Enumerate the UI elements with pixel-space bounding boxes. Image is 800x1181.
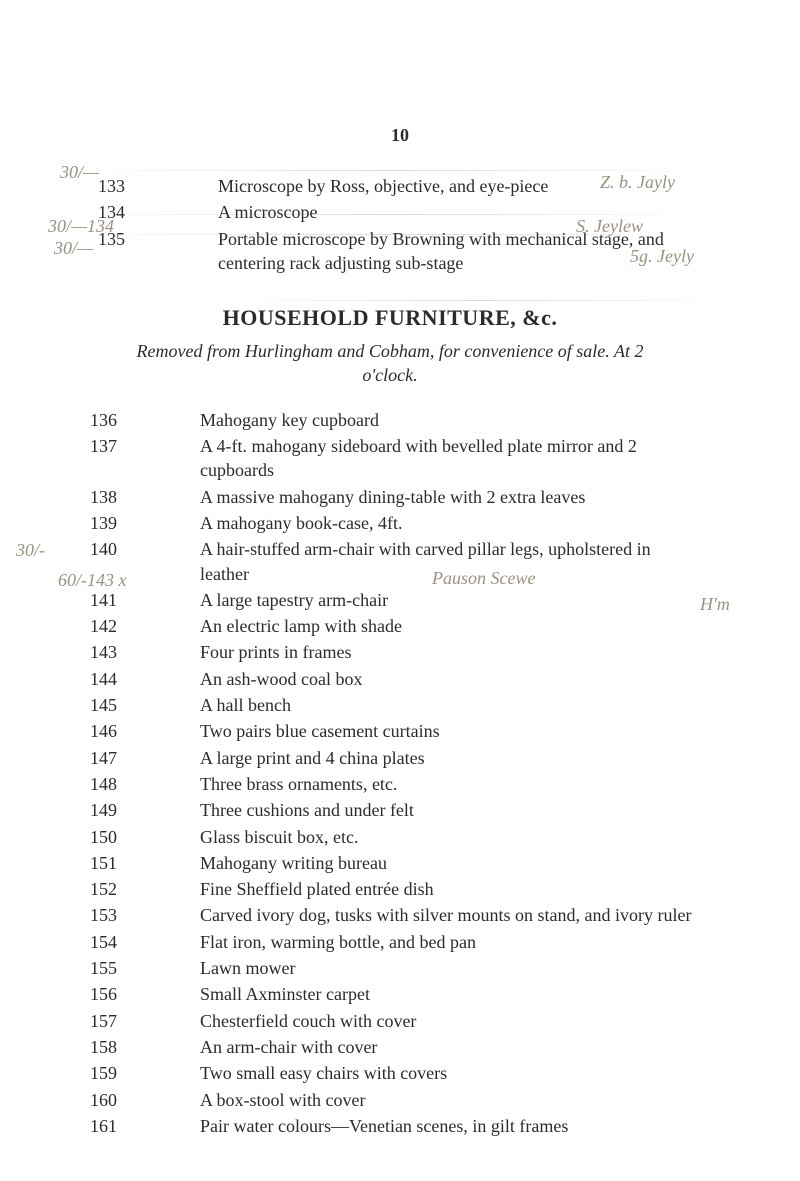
lot-description: Fine Sheffield plated entrée dish: [200, 877, 710, 901]
lot-row: 146Two pairs blue casement curtains: [70, 719, 710, 743]
margin-note: 30/-: [16, 540, 45, 561]
lot-row: 156Small Axminster carpet: [70, 982, 710, 1006]
rule: [70, 214, 710, 215]
lot-description: A hall bench: [200, 693, 710, 717]
lot-row: 159Two small easy chairs with covers: [70, 1061, 710, 1085]
lot-number: 158: [70, 1035, 200, 1059]
lot-description: Chesterfield couch with cover: [200, 1009, 710, 1033]
lot-number: 153: [70, 903, 200, 927]
margin-note: Z. b. Jayly: [600, 172, 675, 193]
lot-description: Four prints in frames: [200, 640, 710, 664]
lot-description: A box-stool with cover: [200, 1088, 710, 1112]
lot-row: 142An electric lamp with shade: [70, 614, 710, 638]
lot-description: Two pairs blue casement curtains: [200, 719, 710, 743]
margin-note: 30/—: [60, 162, 99, 183]
lot-row: 137A 4-ft. mahogany sideboard with bevel…: [70, 434, 710, 483]
lot-row: 157Chesterfield couch with cover: [70, 1009, 710, 1033]
lot-number: 141: [70, 588, 200, 612]
lot-number: 147: [70, 746, 200, 770]
page-number: 10: [0, 125, 800, 146]
lot-row: 140A hair-stuffed arm-chair with carved …: [70, 537, 710, 586]
lot-row: 158An arm-chair with cover: [70, 1035, 710, 1059]
lot-number: 151: [70, 851, 200, 875]
lot-description: A massive mahogany dining-table with 2 e…: [200, 485, 710, 509]
lot-number: 159: [70, 1061, 200, 1085]
lot-row: 152Fine Sheffield plated entrée dish: [70, 877, 710, 901]
lot-number: 143: [70, 640, 200, 664]
lot-number: 154: [70, 930, 200, 954]
lot-number: 145: [70, 693, 200, 717]
lot-row: 143Four prints in frames: [70, 640, 710, 664]
lot-row: 145A hall bench: [70, 693, 710, 717]
lot-description: Flat iron, warming bottle, and bed pan: [200, 930, 710, 954]
lot-row: 154Flat iron, warming bottle, and bed pa…: [70, 930, 710, 954]
lot-row: 139A mahogany book-case, 4ft.: [70, 511, 710, 535]
lot-row: 151Mahogany writing bureau: [70, 851, 710, 875]
lot-number: 142: [70, 614, 200, 638]
lot-number: 160: [70, 1088, 200, 1112]
lot-row: 147A large print and 4 china plates: [70, 746, 710, 770]
lot-description: A mahogany book-case, 4ft.: [200, 511, 710, 535]
lot-number: 150: [70, 825, 200, 849]
lot-row: 148Three brass ornaments, etc.: [70, 772, 710, 796]
lot-description: A large tapestry arm-chair: [200, 588, 710, 612]
rule: [230, 300, 730, 301]
lot-number: 146: [70, 719, 200, 743]
lot-description: An ash-wood coal box: [200, 667, 710, 691]
lot-list: 136Mahogany key cupboard 137A 4-ft. maho…: [70, 408, 710, 1138]
lot-description: An arm-chair with cover: [200, 1035, 710, 1059]
lot-number: 136: [70, 408, 200, 432]
lot-description: Carved ivory dog, tusks with silver moun…: [200, 903, 710, 927]
lot-description: An electric lamp with shade: [200, 614, 710, 638]
lot-description: Small Axminster carpet: [200, 982, 710, 1006]
lot-number: 155: [70, 956, 200, 980]
lot-number: 148: [70, 772, 200, 796]
lot-description: Lawn mower: [200, 956, 710, 980]
lot-row: 150Glass biscuit box, etc.: [70, 825, 710, 849]
lot-description: Pair water colours—Venetian scenes, in g…: [200, 1114, 710, 1138]
margin-note: Pauson Scewe: [432, 568, 535, 589]
lot-row: 141A large tapestry arm-chair: [70, 588, 710, 612]
lot-number: 156: [70, 982, 200, 1006]
lot-row: 160A box-stool with cover: [70, 1088, 710, 1112]
lot-description: Three brass ornaments, etc.: [200, 772, 710, 796]
lot-description: Three cushions and under felt: [200, 798, 710, 822]
lot-row: 138A massive mahogany dining-table with …: [70, 485, 710, 509]
lot-number: 138: [70, 485, 200, 509]
lot-number: 144: [70, 667, 200, 691]
margin-note: 30/—: [54, 238, 93, 259]
lot-row: 136Mahogany key cupboard: [70, 408, 710, 432]
lot-number: 139: [70, 511, 200, 535]
lot-row: 144An ash-wood coal box: [70, 667, 710, 691]
margin-note: H'm: [700, 594, 730, 615]
lot-number: 149: [70, 798, 200, 822]
lot-number: 137: [70, 434, 200, 483]
section-title: HOUSEHOLD FURNITURE, &c.: [70, 305, 710, 331]
lot-row: 149Three cushions and under felt: [70, 798, 710, 822]
lot-description: Mahogany key cupboard: [200, 408, 710, 432]
lot-description: Two small easy chairs with covers: [200, 1061, 710, 1085]
margin-note: S. Jeylew: [576, 216, 643, 237]
lot-description: A large print and 4 china plates: [200, 746, 710, 770]
margin-note: 60/-143 x: [58, 570, 126, 591]
lot-description: Glass biscuit box, etc.: [200, 825, 710, 849]
lot-description: Mahogany writing bureau: [200, 851, 710, 875]
margin-note: 30/—134: [48, 216, 114, 237]
lot-row: 153Carved ivory dog, tusks with silver m…: [70, 903, 710, 927]
lot-row: 161Pair water colours—Venetian scenes, i…: [70, 1114, 710, 1138]
lot-row: 155Lawn mower: [70, 956, 710, 980]
lot-description: A 4-ft. mahogany sideboard with bevelled…: [200, 434, 710, 483]
lot-number: 152: [70, 877, 200, 901]
rule: [70, 170, 710, 171]
lot-number: 157: [70, 1009, 200, 1033]
section-subtitle: Removed from Hurlingham and Cobham, for …: [110, 339, 670, 388]
lot-number: 161: [70, 1114, 200, 1138]
page: 10 133 Microscope by Ross, objective, an…: [0, 0, 800, 1181]
margin-note: 5g. Jeyly: [630, 246, 694, 267]
